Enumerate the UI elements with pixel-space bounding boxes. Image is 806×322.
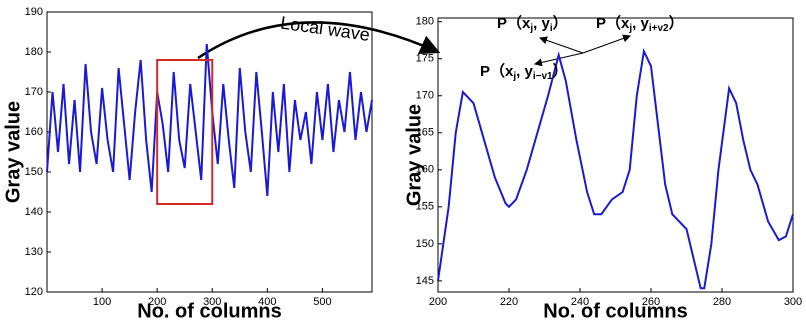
x-tick-label: 200	[148, 296, 166, 308]
label-part: P（x	[480, 62, 514, 80]
label-part: ）	[669, 14, 684, 32]
x-tick-label: 280	[713, 296, 731, 308]
point-label: P（xj, yi−v1）	[480, 62, 568, 82]
point-label: P（xj, yi+v2）	[596, 14, 684, 34]
y-tick-label: 160	[25, 126, 43, 138]
highlight-box	[156, 59, 214, 205]
subscript: j	[529, 23, 533, 34]
x-tick-label: 260	[642, 296, 660, 308]
x-tick-label: 220	[500, 296, 518, 308]
y-tick-label: 130	[25, 246, 43, 258]
subscript: i	[550, 23, 553, 34]
plot-frame	[437, 17, 794, 293]
y-axis-label: Gray value	[403, 104, 425, 206]
transition-arrow	[197, 21, 441, 60]
x-axis-label: No. of columns	[543, 300, 687, 322]
y-tick-label: 170	[416, 90, 434, 102]
y-tick-label: 150	[25, 166, 43, 178]
label-part: P（x	[596, 14, 630, 32]
label-part: P（x	[497, 14, 531, 32]
label-part: , y	[516, 63, 533, 80]
y-tick-label: 180	[416, 16, 434, 28]
label-part: ）	[553, 62, 568, 80]
y-tick-label: 120	[25, 286, 43, 298]
x-tick-label: 300	[784, 296, 802, 308]
y-tick-label: 170	[25, 86, 43, 98]
label-part: , y	[632, 15, 649, 32]
x-tick-label: 500	[313, 296, 331, 308]
label-part: ）	[553, 14, 568, 32]
y-tick-label: 155	[416, 201, 434, 213]
subscript: j	[512, 71, 516, 82]
y-axis-label: Gray value	[2, 101, 24, 203]
x-tick-label: 300	[203, 296, 221, 308]
y-tick-label: 145	[416, 275, 434, 287]
y-tick-label: 190	[25, 6, 43, 18]
plot-frame	[46, 11, 373, 293]
label-part: , y	[533, 15, 550, 32]
x-tick-label: 100	[93, 296, 111, 308]
data-line	[46, 43, 373, 197]
point-arrows	[534, 34, 631, 67]
x-tick-label: 240	[571, 296, 589, 308]
x-axis-label: No. of columns	[137, 300, 281, 322]
point-label: P（xj, yi）	[497, 14, 568, 34]
x-tick-label: 200	[429, 296, 447, 308]
subscript: i+v2	[649, 23, 669, 34]
y-tick-label: 150	[416, 238, 434, 250]
annotation: Local wave	[279, 13, 371, 45]
y-tick-label: 165	[416, 127, 434, 139]
y-tick-label: 180	[25, 46, 43, 58]
data-line	[437, 48, 794, 290]
y-tick-label: 160	[416, 164, 434, 176]
subscript: j	[628, 23, 632, 34]
x-tick-label: 400	[258, 296, 276, 308]
subscript: i−v1	[533, 71, 553, 82]
y-tick-label: 140	[25, 206, 43, 218]
y-tick-label: 175	[416, 53, 434, 65]
